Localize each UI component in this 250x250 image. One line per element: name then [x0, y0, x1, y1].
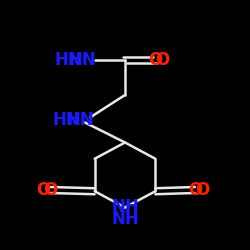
Text: HN: HN [68, 51, 96, 69]
Text: HN: HN [52, 111, 80, 129]
Text: HN: HN [66, 111, 94, 129]
Text: O: O [188, 181, 202, 199]
Text: O: O [36, 181, 50, 199]
Text: O: O [195, 181, 209, 199]
Text: NH: NH [111, 210, 139, 228]
Text: NH: NH [111, 198, 139, 216]
Text: HN: HN [55, 51, 82, 69]
Text: O: O [43, 181, 57, 199]
Text: O: O [155, 51, 169, 69]
Text: O: O [148, 51, 162, 69]
